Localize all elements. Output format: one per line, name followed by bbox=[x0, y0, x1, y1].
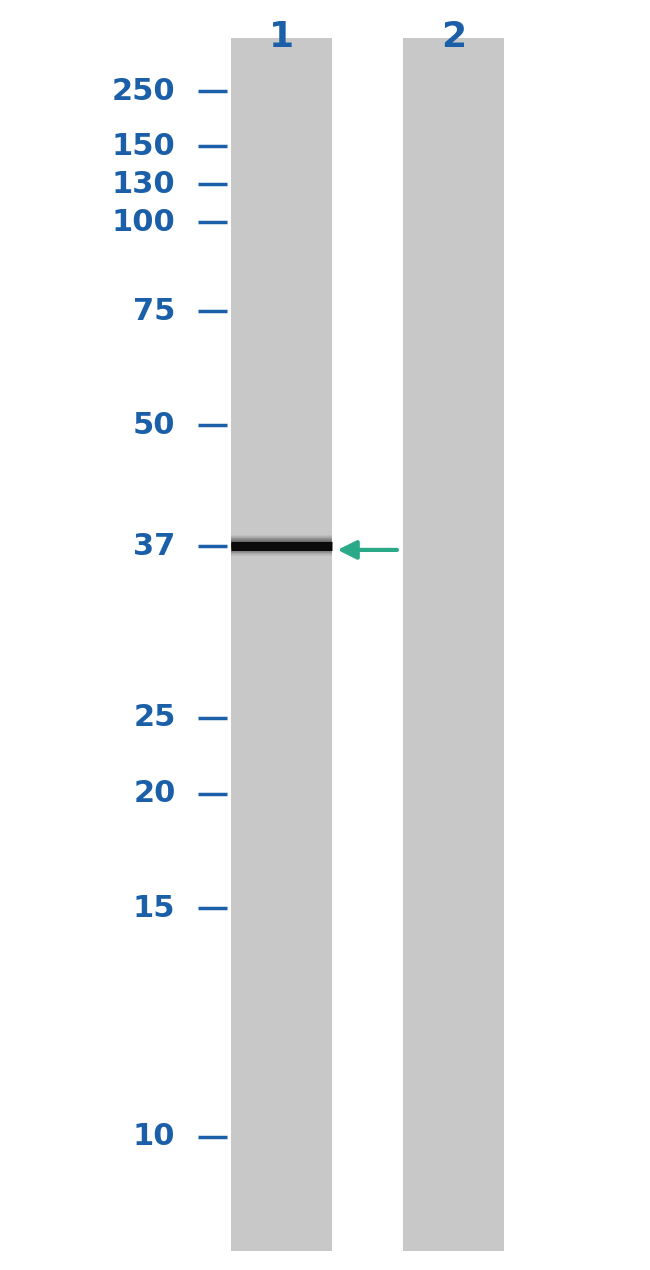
Text: 150: 150 bbox=[112, 132, 176, 160]
Text: 20: 20 bbox=[133, 780, 176, 808]
Text: 100: 100 bbox=[112, 208, 176, 236]
FancyBboxPatch shape bbox=[403, 38, 504, 1251]
Text: 10: 10 bbox=[133, 1123, 176, 1151]
Text: 1: 1 bbox=[269, 20, 294, 55]
Text: 75: 75 bbox=[133, 297, 176, 325]
Text: 2: 2 bbox=[441, 20, 466, 55]
Text: 250: 250 bbox=[112, 77, 176, 105]
Text: 50: 50 bbox=[133, 411, 176, 439]
Text: 25: 25 bbox=[133, 704, 176, 732]
Text: 15: 15 bbox=[133, 894, 176, 922]
FancyBboxPatch shape bbox=[231, 38, 332, 1251]
Text: 37: 37 bbox=[133, 532, 176, 560]
Text: 130: 130 bbox=[112, 170, 176, 198]
